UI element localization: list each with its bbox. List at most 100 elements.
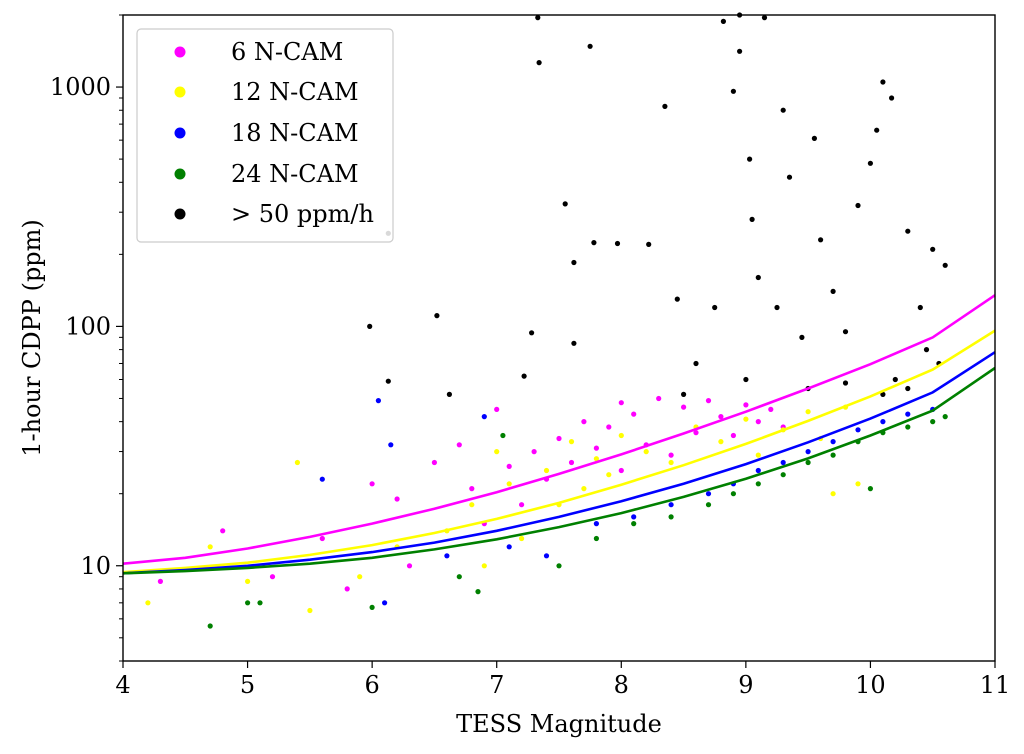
point-6-n-cam-13	[506, 463, 512, 469]
point-50-ppm-h-10	[571, 259, 577, 266]
point-50-ppm-h-11	[571, 340, 577, 346]
point-50-ppm-h-36	[855, 202, 861, 209]
point-18-n-cam-5	[481, 414, 487, 420]
x-tick-label-4: 4	[115, 671, 130, 699]
point-6-n-cam-23	[618, 467, 624, 474]
point-6-n-cam-15	[531, 449, 537, 455]
point-6-n-cam-24	[631, 411, 637, 417]
point-50-ppm-h-13	[591, 240, 597, 246]
point-24-n-cam-14	[780, 472, 786, 478]
point-6-n-cam-14	[519, 502, 525, 508]
legend-marker-over-50	[174, 208, 186, 220]
point-6-n-cam-3	[319, 535, 325, 542]
point-12-n-cam-0	[145, 600, 151, 606]
point-12-n-cam-11	[506, 481, 512, 487]
point-50-ppm-h-42	[917, 304, 923, 311]
point-6-n-cam-29	[693, 430, 699, 436]
point-6-n-cam-33	[743, 402, 749, 408]
x-tick-label-7: 7	[489, 671, 504, 699]
point-6-n-cam-2	[269, 574, 276, 580]
point-50-ppm-h-1	[385, 378, 391, 384]
legend-label-18-ncam: 18 N-CAM	[231, 119, 359, 147]
plot-frame	[122, 14, 996, 662]
point-18-n-cam-14	[780, 459, 786, 466]
point-50-ppm-h-22	[737, 48, 743, 54]
point-50-ppm-h-19	[712, 304, 718, 311]
point-50-ppm-h-6	[529, 330, 535, 336]
point-12-n-cam-17	[593, 456, 600, 462]
x-tick-label-5: 5	[240, 671, 255, 699]
point-6-n-cam-5	[369, 481, 375, 487]
legend-box	[136, 28, 394, 243]
point-6-n-cam-7	[406, 563, 413, 569]
point-6-n-cam-21	[606, 424, 612, 430]
point-18-n-cam-7	[543, 553, 550, 559]
fit-curve-12-n-cam	[122, 329, 996, 574]
point-6-n-cam-12	[494, 406, 500, 412]
point-18-n-cam-4	[444, 553, 450, 559]
point-12-n-cam-25	[755, 452, 761, 458]
point-12-n-cam-31	[830, 491, 836, 497]
point-50-ppm-h-40	[889, 95, 895, 101]
point-18-n-cam-17	[855, 427, 861, 433]
legend-marker-24-ncam	[174, 168, 186, 180]
legend: 6 N-CAM 12 N-CAM 18 N-CAM 24 N-CAM > 50 …	[136, 28, 394, 243]
point-6-n-cam-6	[394, 496, 400, 502]
point-6-n-cam-9	[456, 442, 462, 448]
point-12-n-cam-16	[581, 486, 587, 492]
point-12-n-cam-13	[543, 467, 550, 474]
point-12-n-cam-1	[207, 544, 213, 550]
point-18-n-cam-0	[319, 476, 325, 482]
point-50-ppm-h-31	[799, 334, 805, 340]
point-50-ppm-h-30	[786, 174, 793, 180]
point-6-n-cam-31	[718, 414, 724, 420]
point-6-n-cam-18	[568, 459, 575, 466]
x-axis-label: TESS Magnitude	[456, 710, 662, 738]
point-6-n-cam-28	[681, 404, 687, 410]
point-24-n-cam-21	[930, 419, 936, 425]
point-24-n-cam-8	[593, 535, 600, 542]
legend-marker-18-ncam	[174, 127, 186, 139]
legend-label-6-ncam: 6 N-CAM	[231, 38, 343, 66]
point-12-n-cam-10	[494, 449, 500, 455]
point-12-n-cam-8	[469, 502, 475, 508]
point-24-n-cam-1	[245, 600, 251, 606]
point-6-n-cam-8	[431, 459, 437, 466]
point-50-ppm-h-28	[774, 304, 780, 311]
point-24-n-cam-15	[805, 459, 811, 466]
point-50-ppm-h-32	[811, 135, 818, 141]
point-24-n-cam-11	[705, 502, 712, 508]
point-24-n-cam-4	[456, 574, 462, 580]
point-50-ppm-h-35	[842, 329, 849, 335]
point-24-n-cam-10	[668, 514, 674, 520]
fit-curve-6-n-cam	[122, 294, 996, 565]
point-6-n-cam-34	[755, 419, 761, 425]
point-50-ppm-h-17	[674, 296, 680, 302]
point-50-ppm-h-53	[880, 391, 886, 397]
point-6-n-cam-0	[157, 578, 163, 585]
point-24-n-cam-7	[556, 563, 562, 569]
point-24-n-cam-20	[905, 424, 911, 430]
point-6-n-cam-32	[730, 432, 737, 439]
x-tick-label-6: 6	[365, 671, 380, 699]
x-tick-label-10: 10	[855, 671, 886, 699]
point-50-ppm-h-43	[923, 347, 930, 353]
point-50-ppm-h-29	[780, 107, 786, 113]
point-50-ppm-h-0	[367, 323, 373, 329]
point-18-n-cam-2	[388, 442, 394, 448]
point-24-n-cam-22	[942, 414, 948, 420]
point-50-ppm-h-41	[905, 228, 911, 234]
point-50-ppm-h-46	[942, 262, 948, 268]
point-6-n-cam-19	[581, 419, 587, 425]
legend-label-24-ncam: 24 N-CAM	[231, 160, 359, 188]
point-18-n-cam-19	[905, 411, 911, 417]
point-18-n-cam-3	[382, 600, 388, 606]
point-6-n-cam-17	[556, 435, 562, 442]
point-50-ppm-h-4	[446, 391, 452, 397]
y-axis: 10 100 1000	[50, 14, 123, 662]
point-24-n-cam-9	[631, 521, 637, 527]
point-50-ppm-h-5	[521, 373, 527, 379]
point-12-n-cam-23	[718, 439, 724, 445]
point-6-n-cam-4	[344, 586, 350, 592]
